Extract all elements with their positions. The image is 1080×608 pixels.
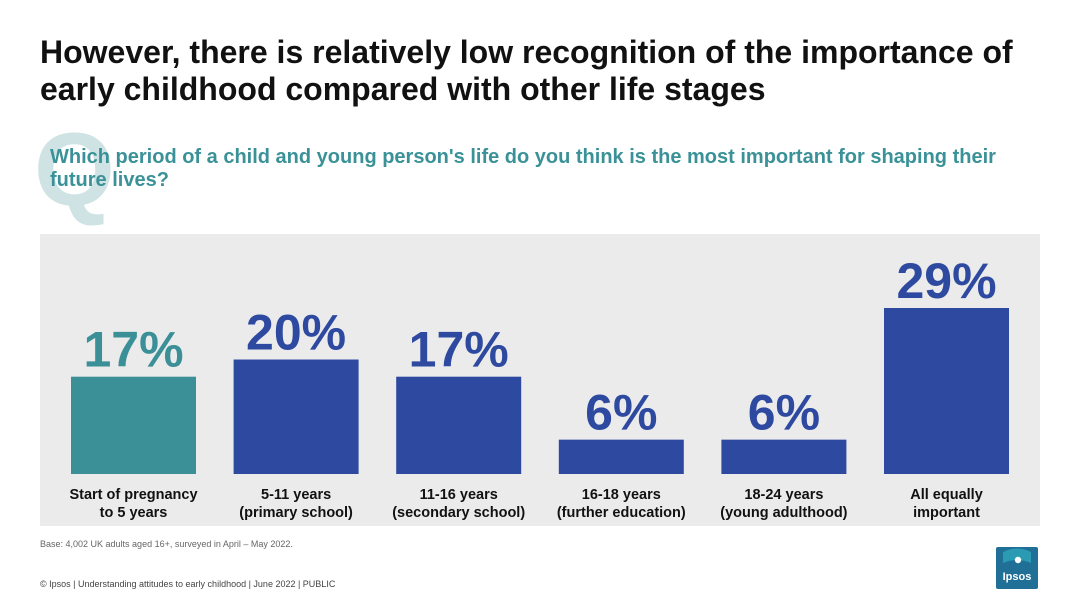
bar-4 <box>721 439 847 474</box>
ipsos-logo: Ipsos <box>996 547 1038 589</box>
category-label-5-line-1: important <box>913 505 980 521</box>
data-label-2: 17% <box>409 322 509 378</box>
data-label-1: 20% <box>246 305 346 361</box>
category-label-3-line-1: (further education) <box>557 505 686 521</box>
bar-1 <box>233 359 359 474</box>
category-label-4-line-0: 18-24 years <box>744 487 823 503</box>
data-label-5: 29% <box>896 253 996 309</box>
category-label-0-line-0: Start of pregnancy <box>69 487 197 503</box>
survey-question: Which period of a child and young person… <box>50 146 996 191</box>
category-label-2-line-1: (secondary school) <box>392 505 525 521</box>
category-label-3-line-0: 16-18 years <box>582 487 661 503</box>
bar-0 <box>71 376 196 474</box>
category-label-5-line-0: All equally <box>910 487 983 503</box>
category-label-2-line-0: 11-16 years <box>420 487 498 503</box>
bar-2 <box>396 376 522 474</box>
bar-3 <box>558 439 684 474</box>
category-label-0-line-1: to 5 years <box>100 505 168 521</box>
footer-note: © Ipsos | Understanding attitudes to ear… <box>40 579 336 589</box>
page-title: However, there is relatively low recogni… <box>40 34 1013 107</box>
category-label-1-line-0: 5-11 years <box>261 487 331 503</box>
data-label-3: 6% <box>585 385 657 441</box>
category-label-4-line-1: (young adulthood) <box>720 505 847 521</box>
base-note: Base: 4,002 UK adults aged 16+, surveyed… <box>40 539 293 549</box>
question-q-icon: Q <box>34 112 115 228</box>
ipsos-logo-text: Ipsos <box>1003 571 1032 583</box>
data-label-4: 6% <box>748 385 820 441</box>
category-label-1-line-1: (primary school) <box>239 505 353 521</box>
bar-chart: 17% Start of pregnancy to 5 years 20% 5-11 y… <box>69 253 1009 521</box>
chart-panel: 17% Start of pregnancy to 5 years 20% 5-11 y… <box>40 234 1040 526</box>
bar-5 <box>884 308 1009 474</box>
data-label-0: 17% <box>83 322 183 378</box>
